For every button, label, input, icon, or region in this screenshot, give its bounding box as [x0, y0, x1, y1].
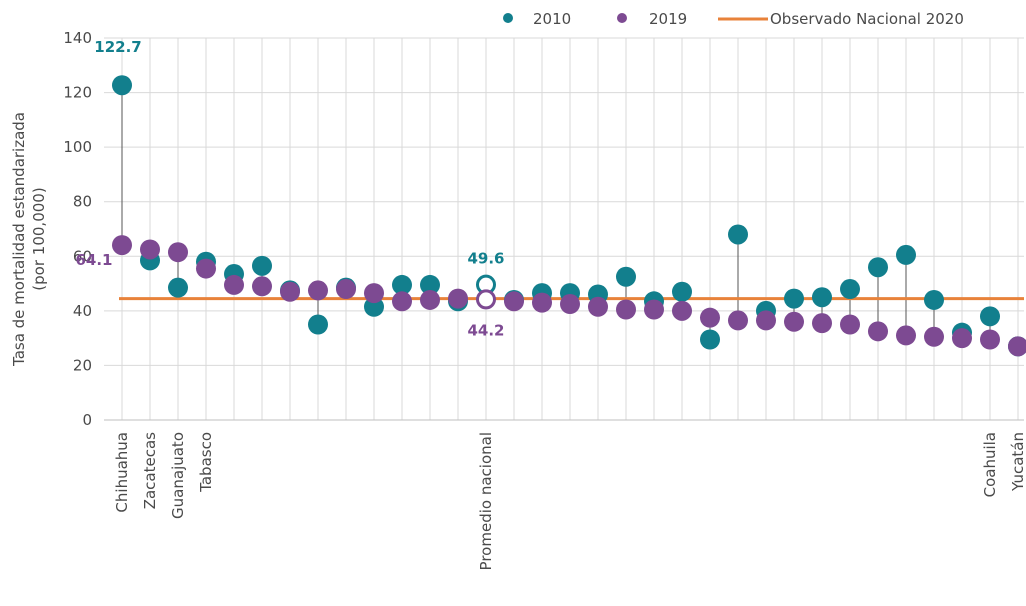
data-label-2019: 64.1 — [75, 251, 112, 269]
point-2019 — [588, 296, 608, 317]
y-tick-label: 80 — [73, 193, 92, 211]
y-tick-label: 20 — [73, 356, 92, 374]
point-2019 — [336, 279, 356, 300]
point-2019 — [1008, 336, 1026, 357]
point-2019 — [140, 239, 160, 260]
point-2010 — [420, 274, 440, 295]
point-2010 — [924, 289, 944, 310]
point-2019 — [476, 289, 496, 310]
point-2019 — [168, 242, 188, 263]
point-2019 — [504, 291, 524, 312]
category-label: Chihuahua — [113, 432, 131, 513]
point-2019 — [868, 321, 888, 342]
point-2019 — [728, 310, 748, 331]
y-axis-title-line: (por 100,000) — [30, 187, 48, 290]
point-2019 — [840, 314, 860, 335]
legend-label-2010: 2010 — [533, 10, 571, 28]
category-label: Guanajuato — [169, 432, 187, 519]
point-2019 — [924, 326, 944, 347]
point-2019 — [196, 258, 216, 279]
point-2010 — [308, 314, 328, 335]
point-2019 — [616, 299, 636, 320]
point-2010 — [112, 75, 132, 96]
y-axis-title: Tasa de mortalidad estandarizada (por 100… — [10, 112, 48, 367]
legend-label-national: Observado Nacional 2020 — [770, 10, 964, 28]
point-2019 — [448, 288, 468, 309]
gridlines — [104, 37, 1024, 421]
y-tick-label: 60 — [73, 247, 92, 265]
data-label-2019: 44.2 — [467, 321, 504, 339]
point-2019 — [364, 283, 384, 304]
data-points — [112, 75, 1026, 357]
legend-marker-2010 — [503, 13, 513, 23]
point-2019 — [952, 328, 972, 349]
point-2019 — [308, 280, 328, 301]
legend-marker-2019 — [617, 13, 627, 23]
point-2019 — [644, 299, 664, 320]
point-2010 — [728, 224, 748, 245]
point-2019 — [784, 311, 804, 332]
y-tick-label: 120 — [63, 84, 92, 102]
point-2010 — [168, 277, 188, 298]
y-tick-label: 140 — [63, 29, 92, 47]
y-tick-label: 0 — [82, 411, 92, 429]
category-label: Zacatecas — [141, 432, 159, 509]
x-axis-category-labels: Chihuahua Zacatecas Guanajuato Tabasco Prome… — [113, 432, 1026, 571]
point-2010 — [896, 244, 916, 265]
point-2019 — [756, 310, 776, 331]
point-2019 — [224, 274, 244, 295]
point-2019 — [700, 307, 720, 328]
point-2010 — [616, 266, 636, 287]
y-tick-label: 100 — [63, 138, 92, 156]
point-2010 — [840, 279, 860, 300]
category-label: Promedio nacional — [477, 432, 495, 570]
point-2010 — [700, 329, 720, 350]
point-2010 — [672, 281, 692, 302]
data-label-2010: 122.7 — [94, 38, 141, 56]
point-2010 — [812, 287, 832, 308]
point-2010 — [980, 306, 1000, 327]
category-label: Coahuila — [981, 432, 999, 497]
point-2010 — [252, 255, 272, 276]
y-axis: 0 20 40 60 80 100 120 140 — [63, 29, 1024, 429]
annotations: 122.7 64.1 49.6 44.2 — [75, 38, 504, 339]
category-label: Tabasco — [197, 432, 215, 493]
point-2019 — [672, 300, 692, 321]
point-2019 — [420, 289, 440, 310]
y-tick-label: 40 — [73, 302, 92, 320]
point-2019 — [112, 235, 132, 256]
point-2019 — [392, 291, 412, 312]
point-2010 — [392, 274, 412, 295]
point-2010 — [784, 288, 804, 309]
point-2019 — [980, 329, 1000, 350]
category-label: Yucatán — [1009, 432, 1026, 492]
y-axis-title-line: Tasa de mortalidad estandarizada — [10, 112, 28, 367]
legend: 2010 2019 Observado Nacional 2020 — [503, 10, 964, 28]
point-2019 — [532, 292, 552, 313]
point-2019 — [896, 325, 916, 346]
point-2010 — [868, 257, 888, 278]
point-2019 — [252, 276, 272, 297]
legend-label-2019: 2019 — [649, 10, 687, 28]
point-2019 — [560, 294, 580, 315]
data-label-2010: 49.6 — [467, 250, 504, 268]
point-2019 — [280, 281, 300, 302]
point-2019 — [812, 313, 832, 334]
